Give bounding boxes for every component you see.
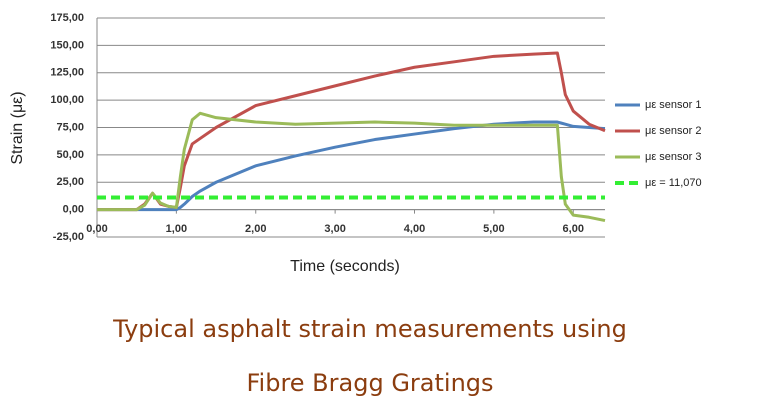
x-tick-label: 2,00 <box>245 223 266 235</box>
y-tick-label: -25,00 <box>53 231 84 243</box>
caption: Fibre Bragg Gratings <box>246 369 493 397</box>
x-tick-label: 6,00 <box>563 223 584 235</box>
y-tick-label: 100,00 <box>50 94 84 106</box>
series-line <box>97 120 606 212</box>
y-tick-label: 150,00 <box>50 39 84 51</box>
y-tick-label: 125,00 <box>50 67 84 79</box>
legend-label: με sensor 1 <box>645 99 702 111</box>
y-tick-label: 75,00 <box>56 121 84 133</box>
y-axis-label: Strain (με) <box>9 91 26 164</box>
caption: Typical asphalt strain measurements usin… <box>112 315 627 343</box>
series-line <box>97 111 606 223</box>
x-tick-label: 4,00 <box>404 223 425 235</box>
legend-label: με = 11,070 <box>645 177 702 189</box>
x-tick-label: 0,00 <box>86 223 107 235</box>
legend-label: με sensor 3 <box>645 151 702 163</box>
x-tick-label: 3,00 <box>324 223 345 235</box>
y-tick-label: 50,00 <box>56 149 84 161</box>
y-tick-label: 25,00 <box>56 176 84 188</box>
x-tick-label: 5,00 <box>483 223 504 235</box>
legend-label: με sensor 2 <box>645 125 702 137</box>
series-line <box>97 51 606 212</box>
x-axis-label: Time (seconds) <box>290 258 400 275</box>
y-tick-label: 175,00 <box>50 12 84 24</box>
y-tick-label: 0,00 <box>63 204 84 216</box>
x-tick-label: 1,00 <box>166 223 187 235</box>
